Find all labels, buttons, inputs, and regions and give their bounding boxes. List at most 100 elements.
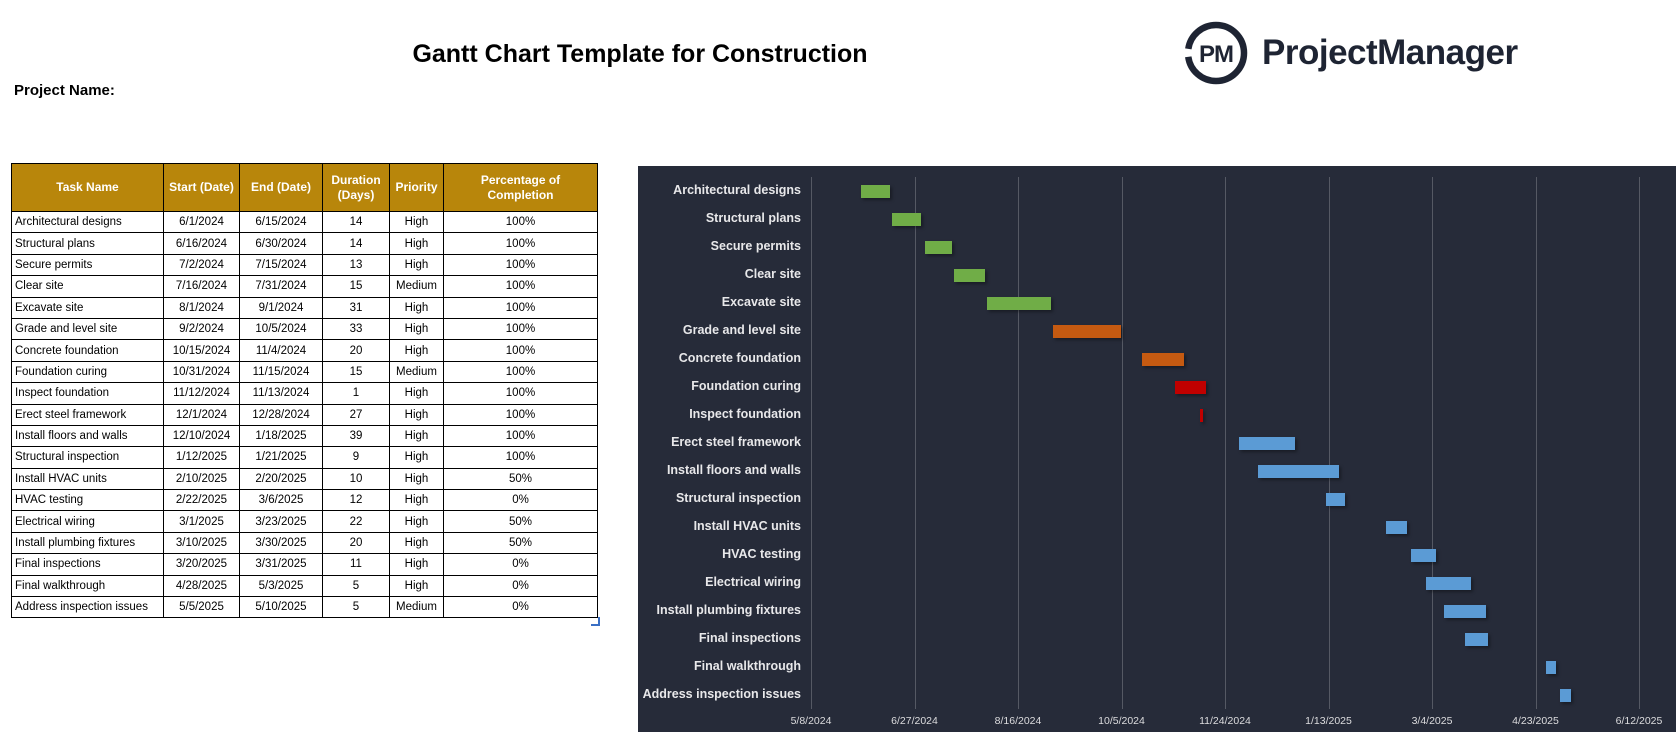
table-cell-duration[interactable]: 15 bbox=[322, 360, 390, 384]
table-cell-completion[interactable]: 50% bbox=[443, 531, 598, 555]
table-cell-duration[interactable]: 5 bbox=[322, 574, 390, 598]
table-cell-duration[interactable]: 20 bbox=[322, 339, 390, 362]
table-cell-priority[interactable]: High bbox=[389, 574, 444, 598]
table-cell-start[interactable]: 10/15/2024 bbox=[163, 339, 240, 362]
table-cell-name[interactable]: Install HVAC units bbox=[11, 467, 164, 491]
table-cell-end[interactable]: 2/20/2025 bbox=[239, 467, 323, 491]
table-cell-duration[interactable]: 31 bbox=[322, 296, 390, 319]
table-cell-name[interactable]: Secure permits bbox=[11, 253, 164, 277]
table-cell-start[interactable]: 9/2/2024 bbox=[163, 317, 240, 341]
table-cell-start[interactable]: 7/16/2024 bbox=[163, 275, 240, 298]
column-header-4[interactable]: Priority bbox=[389, 163, 444, 212]
table-cell-name[interactable]: Structural plans bbox=[11, 232, 164, 255]
table-cell-name[interactable]: Structural inspection bbox=[11, 446, 164, 469]
table-cell-end[interactable]: 7/15/2024 bbox=[239, 253, 323, 277]
table-cell-name[interactable]: Clear site bbox=[11, 275, 164, 298]
table-cell-priority[interactable]: High bbox=[389, 553, 444, 576]
gantt-chart[interactable]: 5/8/2024 6/27/2024 8/16/2024 10/5/2024 11/24… bbox=[638, 166, 1676, 732]
table-cell-start[interactable]: 6/16/2024 bbox=[163, 232, 240, 255]
table-cell-name[interactable]: Install floors and walls bbox=[11, 424, 164, 448]
table-cell-start[interactable]: 3/20/2025 bbox=[163, 553, 240, 576]
table-cell-duration[interactable]: 15 bbox=[322, 275, 390, 298]
table-cell-priority[interactable]: High bbox=[389, 403, 444, 426]
table-cell-start[interactable]: 12/1/2024 bbox=[163, 403, 240, 426]
table-resize-handle[interactable] bbox=[591, 617, 600, 626]
table-cell-end[interactable]: 1/18/2025 bbox=[239, 424, 323, 448]
table-cell-completion[interactable]: 100% bbox=[443, 360, 598, 384]
table-cell-priority[interactable]: High bbox=[389, 531, 444, 555]
table-cell-name[interactable]: HVAC testing bbox=[11, 489, 164, 512]
table-cell-completion[interactable]: 100% bbox=[443, 382, 598, 405]
table-cell-end[interactable]: 3/31/2025 bbox=[239, 553, 323, 576]
column-header-0[interactable]: Task Name bbox=[11, 163, 164, 212]
table-cell-name[interactable]: Final inspections bbox=[11, 553, 164, 576]
table-cell-completion[interactable]: 0% bbox=[443, 596, 598, 619]
table-cell-priority[interactable]: High bbox=[389, 467, 444, 491]
table-cell-priority[interactable]: High bbox=[389, 232, 444, 255]
table-cell-name[interactable]: Inspect foundation bbox=[11, 382, 164, 405]
table-cell-duration[interactable]: 5 bbox=[322, 596, 390, 619]
table-cell-completion[interactable]: 100% bbox=[443, 275, 598, 298]
table-cell-start[interactable]: 2/10/2025 bbox=[163, 467, 240, 491]
table-cell-name[interactable]: Install plumbing fixtures bbox=[11, 531, 164, 555]
table-cell-priority[interactable]: Medium bbox=[389, 596, 444, 619]
table-cell-completion[interactable]: 0% bbox=[443, 553, 598, 576]
table-cell-duration[interactable]: 14 bbox=[322, 232, 390, 255]
table-cell-start[interactable]: 4/28/2025 bbox=[163, 574, 240, 598]
table-cell-completion[interactable]: 100% bbox=[443, 339, 598, 362]
task-table[interactable]: Task Name Start (Date) End (Date) Duration … bbox=[11, 163, 598, 619]
table-cell-priority[interactable]: High bbox=[389, 317, 444, 341]
table-cell-name[interactable]: Excavate site bbox=[11, 296, 164, 319]
table-cell-end[interactable]: 5/3/2025 bbox=[239, 574, 323, 598]
table-cell-start[interactable]: 10/31/2024 bbox=[163, 360, 240, 384]
table-cell-end[interactable]: 3/30/2025 bbox=[239, 531, 323, 555]
table-cell-completion[interactable]: 100% bbox=[443, 317, 598, 341]
table-cell-name[interactable]: Address inspection issues bbox=[11, 596, 164, 619]
table-cell-completion[interactable]: 50% bbox=[443, 467, 598, 491]
table-cell-completion[interactable]: 50% bbox=[443, 510, 598, 533]
table-cell-end[interactable]: 10/5/2024 bbox=[239, 317, 323, 341]
table-cell-end[interactable]: 3/6/2025 bbox=[239, 489, 323, 512]
table-cell-end[interactable]: 12/28/2024 bbox=[239, 403, 323, 426]
table-cell-priority[interactable]: Medium bbox=[389, 275, 444, 298]
table-cell-name[interactable]: Final walkthrough bbox=[11, 574, 164, 598]
table-cell-duration[interactable]: 10 bbox=[322, 467, 390, 491]
table-cell-completion[interactable]: 100% bbox=[443, 424, 598, 448]
table-cell-start[interactable]: 7/2/2024 bbox=[163, 253, 240, 277]
column-header-3[interactable]: Duration (Days) bbox=[322, 163, 390, 212]
table-cell-duration[interactable]: 9 bbox=[322, 446, 390, 469]
table-cell-completion[interactable]: 100% bbox=[443, 210, 598, 234]
table-cell-completion[interactable]: 0% bbox=[443, 574, 598, 598]
table-cell-priority[interactable]: High bbox=[389, 339, 444, 362]
table-cell-end[interactable]: 6/30/2024 bbox=[239, 232, 323, 255]
table-cell-end[interactable]: 11/15/2024 bbox=[239, 360, 323, 384]
table-cell-start[interactable]: 12/10/2024 bbox=[163, 424, 240, 448]
table-cell-end[interactable]: 11/13/2024 bbox=[239, 382, 323, 405]
table-cell-name[interactable]: Concrete foundation bbox=[11, 339, 164, 362]
table-cell-duration[interactable]: 22 bbox=[322, 510, 390, 533]
table-cell-duration[interactable]: 14 bbox=[322, 210, 390, 234]
table-cell-duration[interactable]: 13 bbox=[322, 253, 390, 277]
table-cell-priority[interactable]: Medium bbox=[389, 360, 444, 384]
table-cell-start[interactable]: 11/12/2024 bbox=[163, 382, 240, 405]
table-cell-completion[interactable]: 100% bbox=[443, 232, 598, 255]
table-cell-name[interactable]: Foundation curing bbox=[11, 360, 164, 384]
table-cell-priority[interactable]: High bbox=[389, 446, 444, 469]
column-header-1[interactable]: Start (Date) bbox=[163, 163, 240, 212]
table-cell-completion[interactable]: 100% bbox=[443, 253, 598, 277]
table-cell-priority[interactable]: High bbox=[389, 424, 444, 448]
table-cell-name[interactable]: Architectural designs bbox=[11, 210, 164, 234]
table-cell-completion[interactable]: 100% bbox=[443, 446, 598, 469]
table-cell-duration[interactable]: 20 bbox=[322, 531, 390, 555]
table-cell-completion[interactable]: 100% bbox=[443, 296, 598, 319]
table-cell-duration[interactable]: 27 bbox=[322, 403, 390, 426]
table-cell-priority[interactable]: High bbox=[389, 296, 444, 319]
table-cell-priority[interactable]: High bbox=[389, 489, 444, 512]
table-cell-end[interactable]: 11/4/2024 bbox=[239, 339, 323, 362]
table-cell-name[interactable]: Erect steel framework bbox=[11, 403, 164, 426]
table-cell-duration[interactable]: 1 bbox=[322, 382, 390, 405]
table-cell-start[interactable]: 1/12/2025 bbox=[163, 446, 240, 469]
table-cell-end[interactable]: 6/15/2024 bbox=[239, 210, 323, 234]
table-cell-end[interactable]: 1/21/2025 bbox=[239, 446, 323, 469]
table-cell-start[interactable]: 5/5/2025 bbox=[163, 596, 240, 619]
